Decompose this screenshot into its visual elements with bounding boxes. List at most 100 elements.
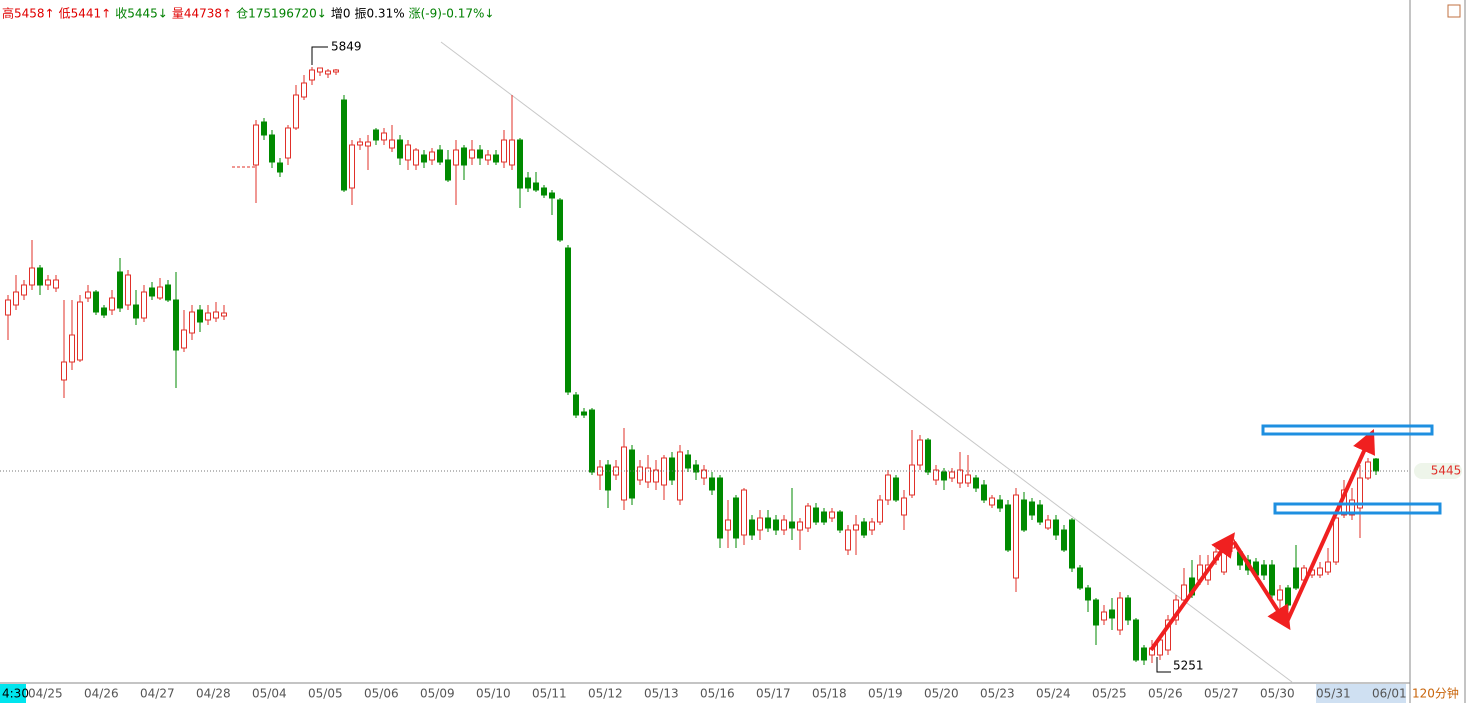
candle-body bbox=[485, 154, 491, 161]
candle-body bbox=[573, 394, 579, 416]
candle-body bbox=[797, 521, 803, 531]
x-tick-label: 05/06 bbox=[364, 687, 399, 701]
candle-body bbox=[549, 192, 555, 199]
candle-body bbox=[773, 519, 779, 531]
candle-body bbox=[69, 334, 75, 363]
candle-body bbox=[933, 469, 939, 481]
candle-body bbox=[165, 284, 171, 301]
candle-body bbox=[309, 69, 315, 81]
candle-body bbox=[1037, 504, 1043, 523]
candle-body bbox=[13, 291, 19, 306]
x-tick-label: 05/13 bbox=[644, 687, 679, 701]
candle-body bbox=[1133, 619, 1139, 661]
candle-body bbox=[829, 511, 835, 519]
candle-body bbox=[53, 279, 59, 289]
candle-body bbox=[213, 311, 219, 319]
x-tick-label: 04/28 bbox=[196, 687, 231, 701]
candle-body bbox=[85, 291, 91, 299]
last-price-badge bbox=[1414, 463, 1462, 479]
candle-body bbox=[277, 162, 283, 173]
arrow bbox=[1284, 429, 1376, 625]
candle-body bbox=[837, 511, 843, 531]
candle-body bbox=[1093, 599, 1099, 626]
candle-body bbox=[1117, 597, 1123, 631]
candle-body bbox=[301, 82, 307, 98]
candle-body bbox=[541, 187, 547, 196]
arrow bbox=[1149, 532, 1235, 652]
candle-body bbox=[1317, 567, 1323, 576]
candle-body bbox=[1045, 519, 1051, 529]
x-tick-label: 04/27 bbox=[140, 687, 175, 701]
candle-body bbox=[629, 449, 635, 499]
min-label: 5251 bbox=[1173, 659, 1204, 673]
candle-body bbox=[893, 477, 899, 501]
candle-body bbox=[813, 507, 819, 523]
candle-body bbox=[77, 301, 83, 361]
candle-body bbox=[589, 409, 595, 473]
header-item: 量44738↑ bbox=[172, 7, 232, 21]
panel-icon[interactable] bbox=[1447, 4, 1461, 18]
candle-body bbox=[269, 134, 275, 163]
header-item: 低5441↑ bbox=[59, 7, 112, 21]
candle-body bbox=[21, 284, 27, 296]
candle-body bbox=[445, 159, 451, 181]
candle-body bbox=[133, 304, 139, 319]
candle-body bbox=[341, 99, 347, 191]
candle-body bbox=[677, 451, 683, 501]
candle-body bbox=[789, 521, 795, 529]
selected-range bbox=[1316, 684, 1406, 703]
x-tick-label: 05/11 bbox=[532, 687, 567, 701]
x-tick-label: 05/25 bbox=[1092, 687, 1127, 701]
candle-body bbox=[149, 287, 155, 297]
x-tick-label: 05/27 bbox=[1204, 687, 1239, 701]
candle-body bbox=[557, 199, 563, 241]
candle-body bbox=[349, 144, 355, 189]
candle-body bbox=[877, 499, 883, 523]
candle-body bbox=[157, 286, 163, 299]
x-tick-label: 05/12 bbox=[588, 687, 623, 701]
candle-body bbox=[757, 517, 763, 531]
trend-line bbox=[440, 41, 1293, 683]
candle-body bbox=[997, 499, 1003, 509]
cursor-box bbox=[0, 684, 26, 703]
resistance-box bbox=[1261, 424, 1434, 436]
candle-body bbox=[1021, 499, 1027, 531]
candle-body bbox=[1029, 501, 1035, 516]
candle-body bbox=[805, 505, 811, 529]
candle-body bbox=[581, 411, 587, 416]
header-item: 振0.31% bbox=[354, 7, 404, 21]
candle-body bbox=[821, 511, 827, 523]
candle-body bbox=[141, 291, 147, 319]
x-tick-label: 05/19 bbox=[868, 687, 903, 701]
candle-body bbox=[1349, 499, 1355, 516]
annotation-arrows bbox=[1149, 429, 1376, 652]
candle-body bbox=[253, 124, 259, 166]
candle-body bbox=[957, 469, 963, 484]
candle-body bbox=[1085, 587, 1091, 601]
x-tick-label: 05/30 bbox=[1260, 687, 1295, 701]
candle-body bbox=[1061, 529, 1067, 551]
candle-body bbox=[61, 361, 67, 381]
candles bbox=[5, 67, 1379, 665]
candle-body bbox=[1109, 609, 1115, 619]
candle-body bbox=[685, 454, 691, 469]
candle-body bbox=[333, 69, 339, 73]
candle-body bbox=[469, 149, 475, 159]
x-tick-label: 05/23 bbox=[980, 687, 1015, 701]
candle-body bbox=[429, 151, 435, 161]
candle-body bbox=[37, 267, 43, 286]
x-tick-label: 05/31 bbox=[1316, 687, 1351, 701]
candle-body bbox=[373, 129, 379, 141]
candle-body bbox=[1261, 564, 1267, 576]
candle-body bbox=[173, 299, 179, 351]
header-item: 收5445↓ bbox=[115, 7, 168, 21]
candle-body bbox=[909, 464, 915, 496]
candle-body bbox=[453, 149, 459, 166]
x-tick-label: 05/05 bbox=[308, 687, 343, 701]
candle-body bbox=[621, 446, 627, 501]
candle-body bbox=[325, 70, 331, 75]
candle-body bbox=[1013, 494, 1019, 579]
max-marker bbox=[311, 46, 328, 65]
